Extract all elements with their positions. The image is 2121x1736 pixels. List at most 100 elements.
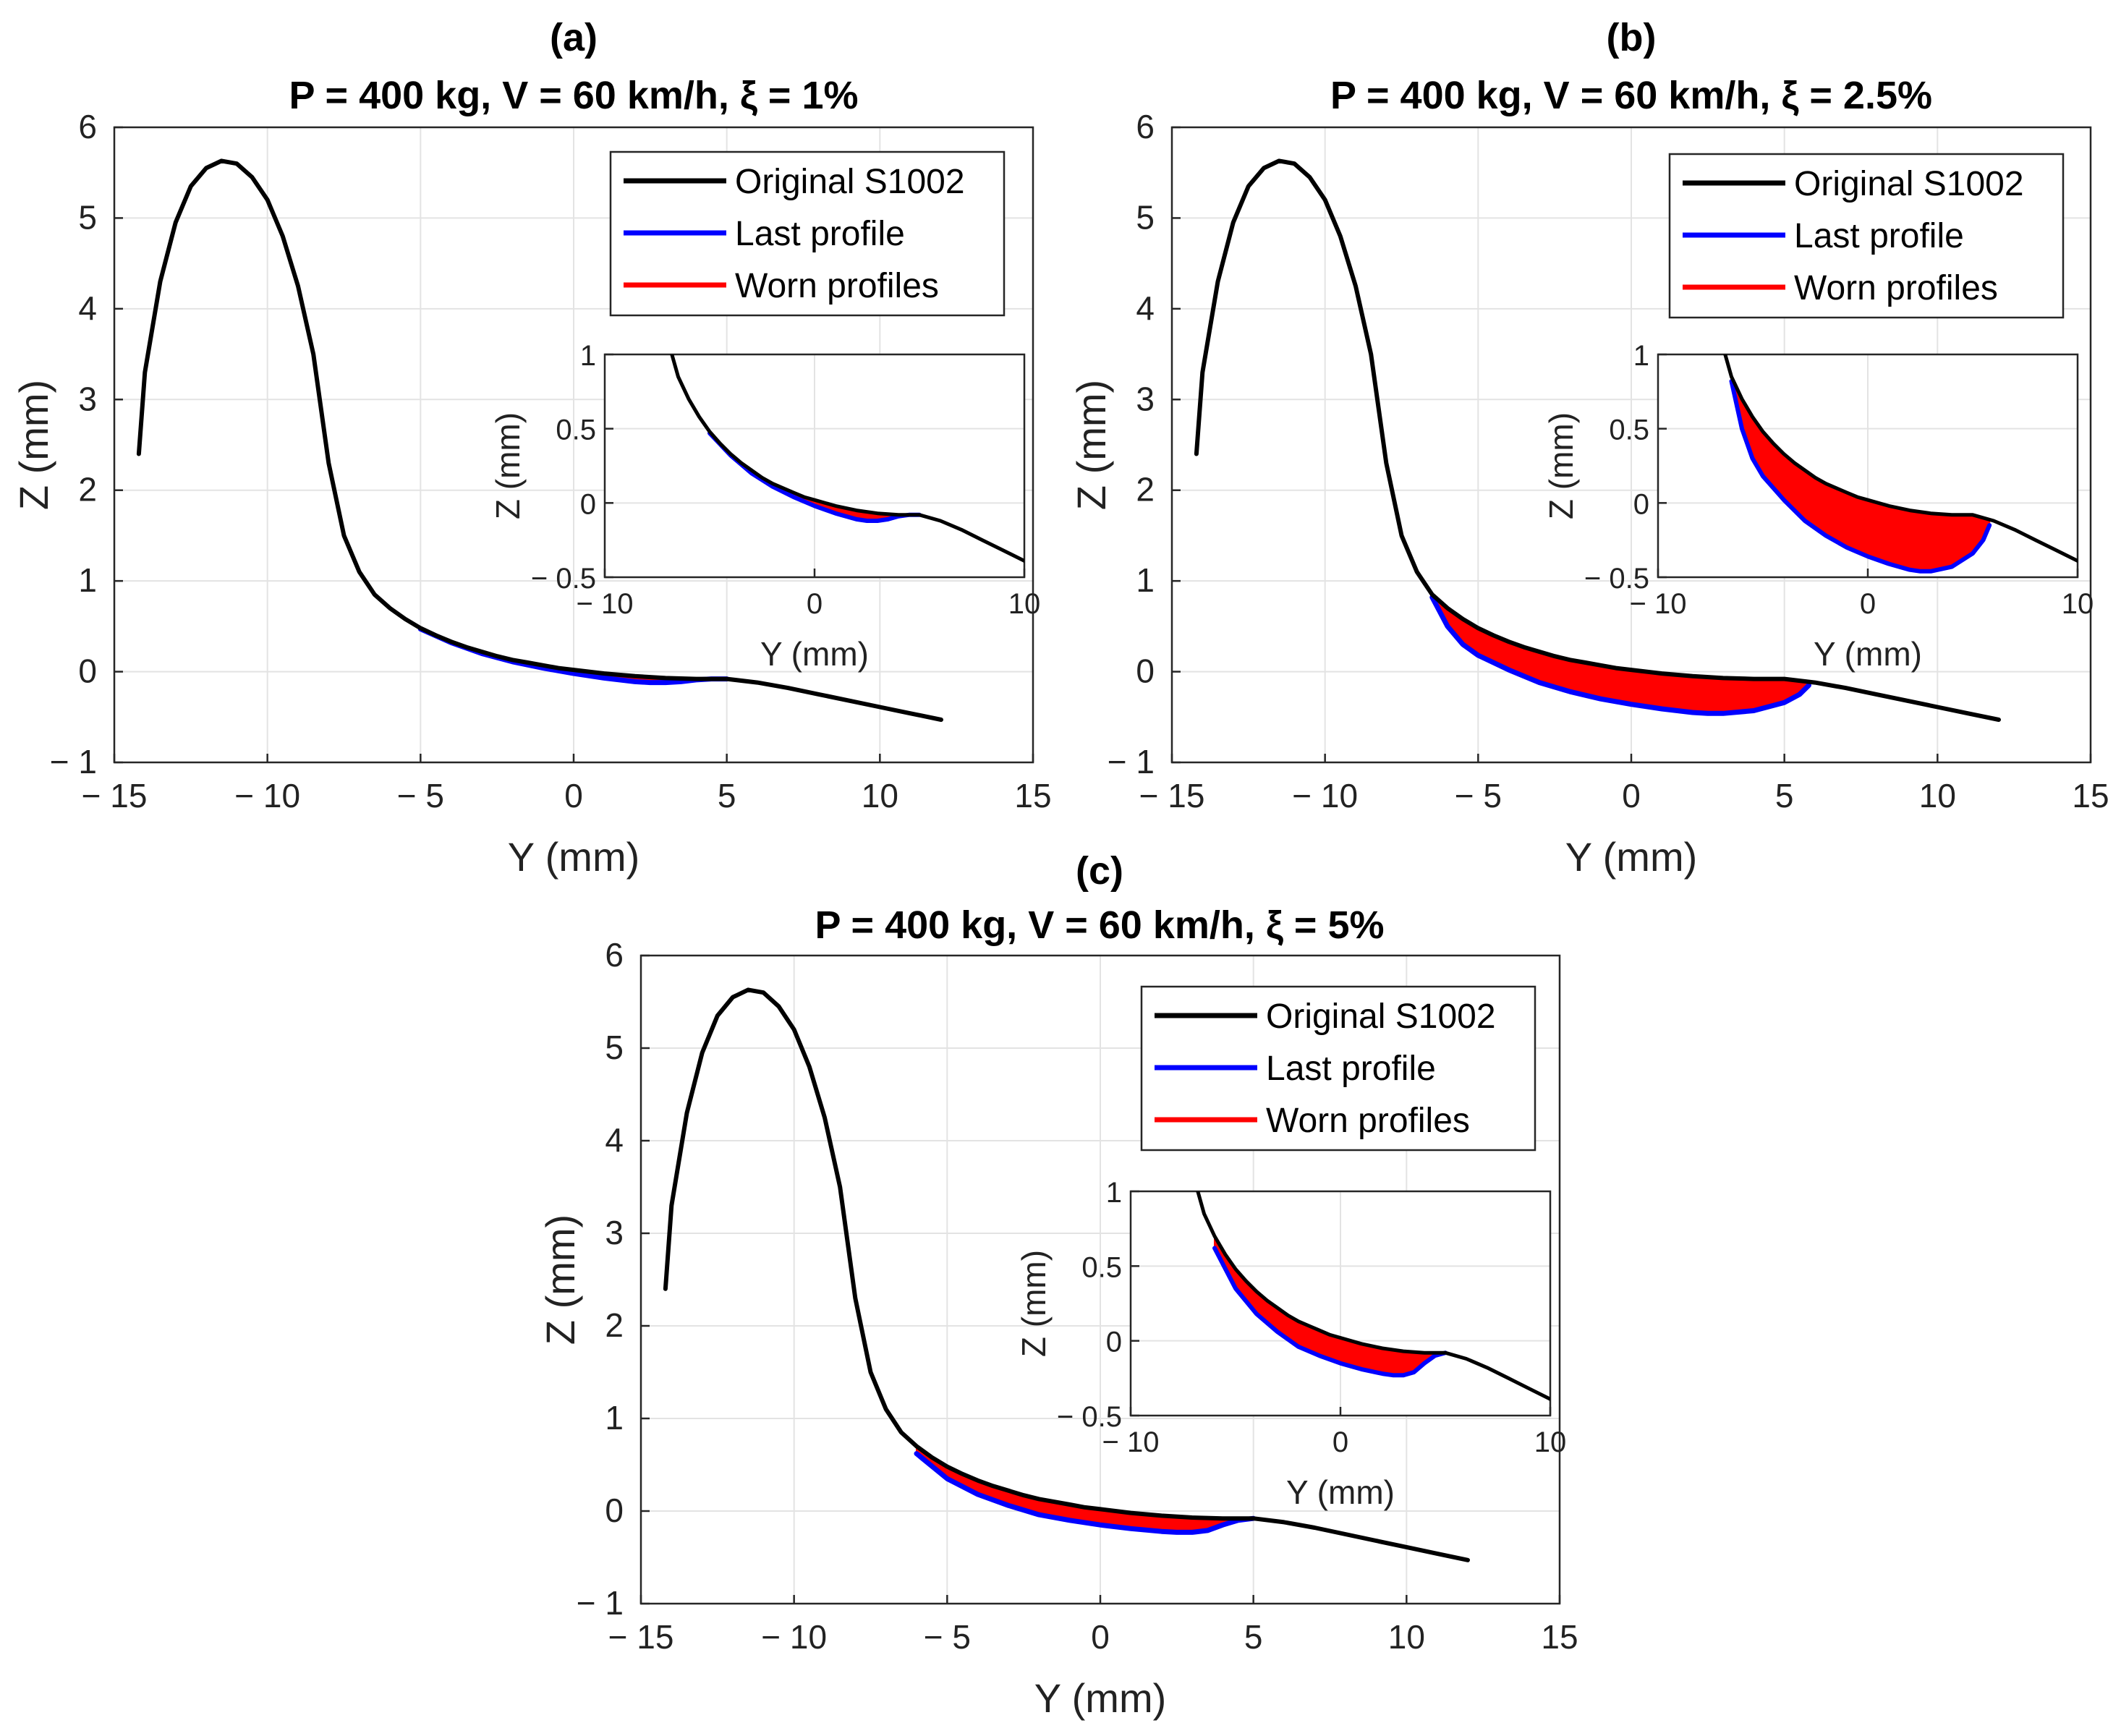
panel-c-ytick-label-5: 4 <box>605 1121 624 1159</box>
panel-c-ytick-label-6: 5 <box>605 1029 624 1066</box>
panel-b-ylabel: Z (mm) <box>1068 380 1114 510</box>
panel-c-xtick-label-4: 5 <box>1244 1618 1263 1656</box>
panel-a-inset: − 10 0 10 − 0.5 0 0.5 1 Y (mm) Z (mm) <box>489 340 1041 673</box>
panel-c-inset-curves <box>1196 1191 1550 1402</box>
panel-c-ytick-label-1: 0 <box>605 1492 624 1529</box>
panel-a-xtick-label-5: 10 <box>862 777 898 814</box>
panel-a-letter: (a) <box>550 16 598 59</box>
panel-a-ytick-label-6: 5 <box>78 198 97 236</box>
panel-b-xtick-label-5: 10 <box>1919 777 1956 814</box>
panel-a-ytick-label-7: 6 <box>78 108 97 145</box>
panel-c-xtick-label-3: 0 <box>1091 1618 1110 1656</box>
panel-c-last-profile-line <box>914 1451 1257 1535</box>
panel-b-title: P = 400 kg, V = 60 km/h, ξ = 2.5% <box>1330 74 1932 117</box>
panel-a-xtick-label-4: 5 <box>718 777 736 814</box>
panel-a-inset-ytick-label-2: 0.5 <box>556 414 596 446</box>
panel-a-xlabel: Y (mm) <box>508 834 640 880</box>
panel-b-ytick-label-3: 2 <box>1136 471 1155 509</box>
panel-a-inset-xtick-label-1: 0 <box>807 588 823 620</box>
panel-b-xtick-label-6: 15 <box>2072 777 2109 814</box>
panel-b-ytick-label-2: 1 <box>1136 561 1155 599</box>
panel-a-xtick-label-2: − 5 <box>397 777 444 814</box>
panel-c-xtick-label-6: 15 <box>1541 1618 1578 1656</box>
panel-c-inset-xlabel: Y (mm) <box>1286 1473 1395 1511</box>
panel-b-inset-ylabel: Z (mm) <box>1542 412 1580 519</box>
panel-c-letter: (c) <box>1076 849 1123 893</box>
panel-b-inset-last-profile-line <box>1729 379 1992 574</box>
panel-a-xtick-label-3: 0 <box>564 777 583 814</box>
panel-a-ylabel: Z (mm) <box>11 380 56 510</box>
panel-a-legend-label-0: Original S1002 <box>735 163 965 201</box>
panel-c-original-s1002-line <box>663 987 1470 1562</box>
panel-c-inset: − 10 0 10 − 0.5 0 0.5 1 Y (mm) Z (mm) <box>1015 1177 1567 1511</box>
panel-b-ytick-label-5: 4 <box>1136 289 1155 327</box>
panel-a: (a)P = 400 kg, V = 60 km/h, ξ = 1%− 15− … <box>11 16 1052 880</box>
panel-b-inset-ytick-label-3: 1 <box>1633 340 1649 372</box>
panel-c-inset-original-s1002-line <box>1196 1191 1550 1402</box>
panel-c-xtick-label-2: − 5 <box>924 1618 971 1656</box>
panel-b-inset-xtick-label-2: 10 <box>2062 588 2094 620</box>
panel-b-xtick-label-3: 0 <box>1622 777 1641 814</box>
panel-b-ytick-label-1: 0 <box>1136 652 1155 690</box>
panel-b-last-profile-line <box>1429 595 1811 716</box>
panel-c-ytick-label-0: − 1 <box>577 1584 624 1622</box>
panel-a-ytick-label-5: 4 <box>78 289 97 327</box>
panel-c-ytick-label-2: 1 <box>605 1399 624 1437</box>
panel-c-inset-ytick-label-1: 0 <box>1106 1327 1122 1358</box>
panel-c: (c)P = 400 kg, V = 60 km/h, ξ = 5%− 15− … <box>537 849 1578 1721</box>
panel-c-xlabel: Y (mm) <box>1034 1675 1167 1721</box>
panel-c-ytick-label-7: 6 <box>605 936 624 974</box>
panel-c-inset-ylabel: Z (mm) <box>1015 1250 1053 1357</box>
panel-b-legend-label-1: Last profile <box>1794 217 1964 255</box>
panel-b-legend-label-2: Worn profiles <box>1794 269 1998 307</box>
panel-a-inset-last-profile-line <box>707 430 922 523</box>
panel-c-legend-label-2: Worn profiles <box>1266 1102 1470 1140</box>
panel-a-legend-label-1: Last profile <box>735 215 905 253</box>
panel-b-inset-curves <box>1723 354 2078 574</box>
panel-b-ytick-label-7: 6 <box>1136 108 1155 145</box>
panel-a-inset-xtick-label-0: − 10 <box>577 588 634 620</box>
panel-c-title: P = 400 kg, V = 60 km/h, ξ = 5% <box>815 903 1384 947</box>
panel-c-xtick-label-1: − 10 <box>761 1618 827 1656</box>
panel-a-inset-xlabel: Y (mm) <box>760 635 869 673</box>
panel-a-xtick-label-1: − 10 <box>234 777 300 814</box>
panel-a-inset-ytick-label-1: 0 <box>580 488 596 520</box>
panel-b-legend-label-0: Original S1002 <box>1794 165 2024 203</box>
panel-a-ytick-label-0: − 1 <box>50 743 97 780</box>
panel-c-ytick-label-3: 2 <box>605 1306 624 1344</box>
panel-b-inset-xtick-label-1: 0 <box>1860 588 1876 620</box>
panel-a-inset-ytick-label-0: − 0.5 <box>531 563 596 595</box>
panel-c-xtick-label-0: − 15 <box>608 1618 674 1656</box>
panel-a-inset-xtick-label-2: 10 <box>1008 588 1041 620</box>
panel-a-inset-original-s1002-line <box>670 354 1024 563</box>
panel-a-original-s1002-line <box>136 158 943 722</box>
panel-c-inset-xtick-label-1: 0 <box>1332 1426 1348 1458</box>
panel-a-xtick-label-6: 15 <box>1014 777 1051 814</box>
panel-c-inset-xtick-label-2: 10 <box>1534 1426 1567 1458</box>
panel-b-inset-ytick-label-2: 0.5 <box>1609 414 1649 446</box>
panel-b-original-s1002-line <box>1194 158 2001 722</box>
panel-b-xlabel: Y (mm) <box>1565 834 1698 880</box>
panel-b-ytick-label-0: − 1 <box>1108 743 1155 780</box>
panel-b-inset: − 10 0 10 − 0.5 0 0.5 1 Y (mm) Z (mm) <box>1542 340 2094 673</box>
panel-c-ylabel: Z (mm) <box>537 1214 583 1345</box>
panel-c-inset-ytick-label-2: 0.5 <box>1081 1251 1122 1283</box>
panel-b-inset-xlabel: Y (mm) <box>1814 635 1922 673</box>
panel-a-ytick-label-2: 1 <box>78 561 97 599</box>
panel-b-inset-original-s1002-line <box>1723 354 2078 563</box>
panel-b-letter: (b) <box>1607 16 1657 59</box>
panel-c-ytick-label-4: 3 <box>605 1214 624 1251</box>
panel-a-inset-ylabel: Z (mm) <box>489 412 527 519</box>
panel-b-inset-ytick-label-1: 0 <box>1633 488 1649 520</box>
panel-b-ytick-label-6: 5 <box>1136 198 1155 236</box>
panel-c-inset-ytick-label-0: − 0.5 <box>1057 1401 1122 1433</box>
panel-b-ytick-label-4: 3 <box>1136 380 1155 417</box>
panel-b-legend: Original S1002 Last profile Worn profiles <box>1668 153 2065 319</box>
panel-a-inset-ytick-label-3: 1 <box>580 340 596 372</box>
panel-c-inset-ytick-label-3: 1 <box>1106 1177 1122 1209</box>
panel-c-legend-label-1: Last profile <box>1266 1050 1436 1088</box>
panel-c-inset-xtick-label-0: − 10 <box>1102 1426 1160 1458</box>
panel-c-legend-label-0: Original S1002 <box>1266 997 1496 1036</box>
panel-b-inset-xtick-label-0: − 10 <box>1630 588 1687 620</box>
